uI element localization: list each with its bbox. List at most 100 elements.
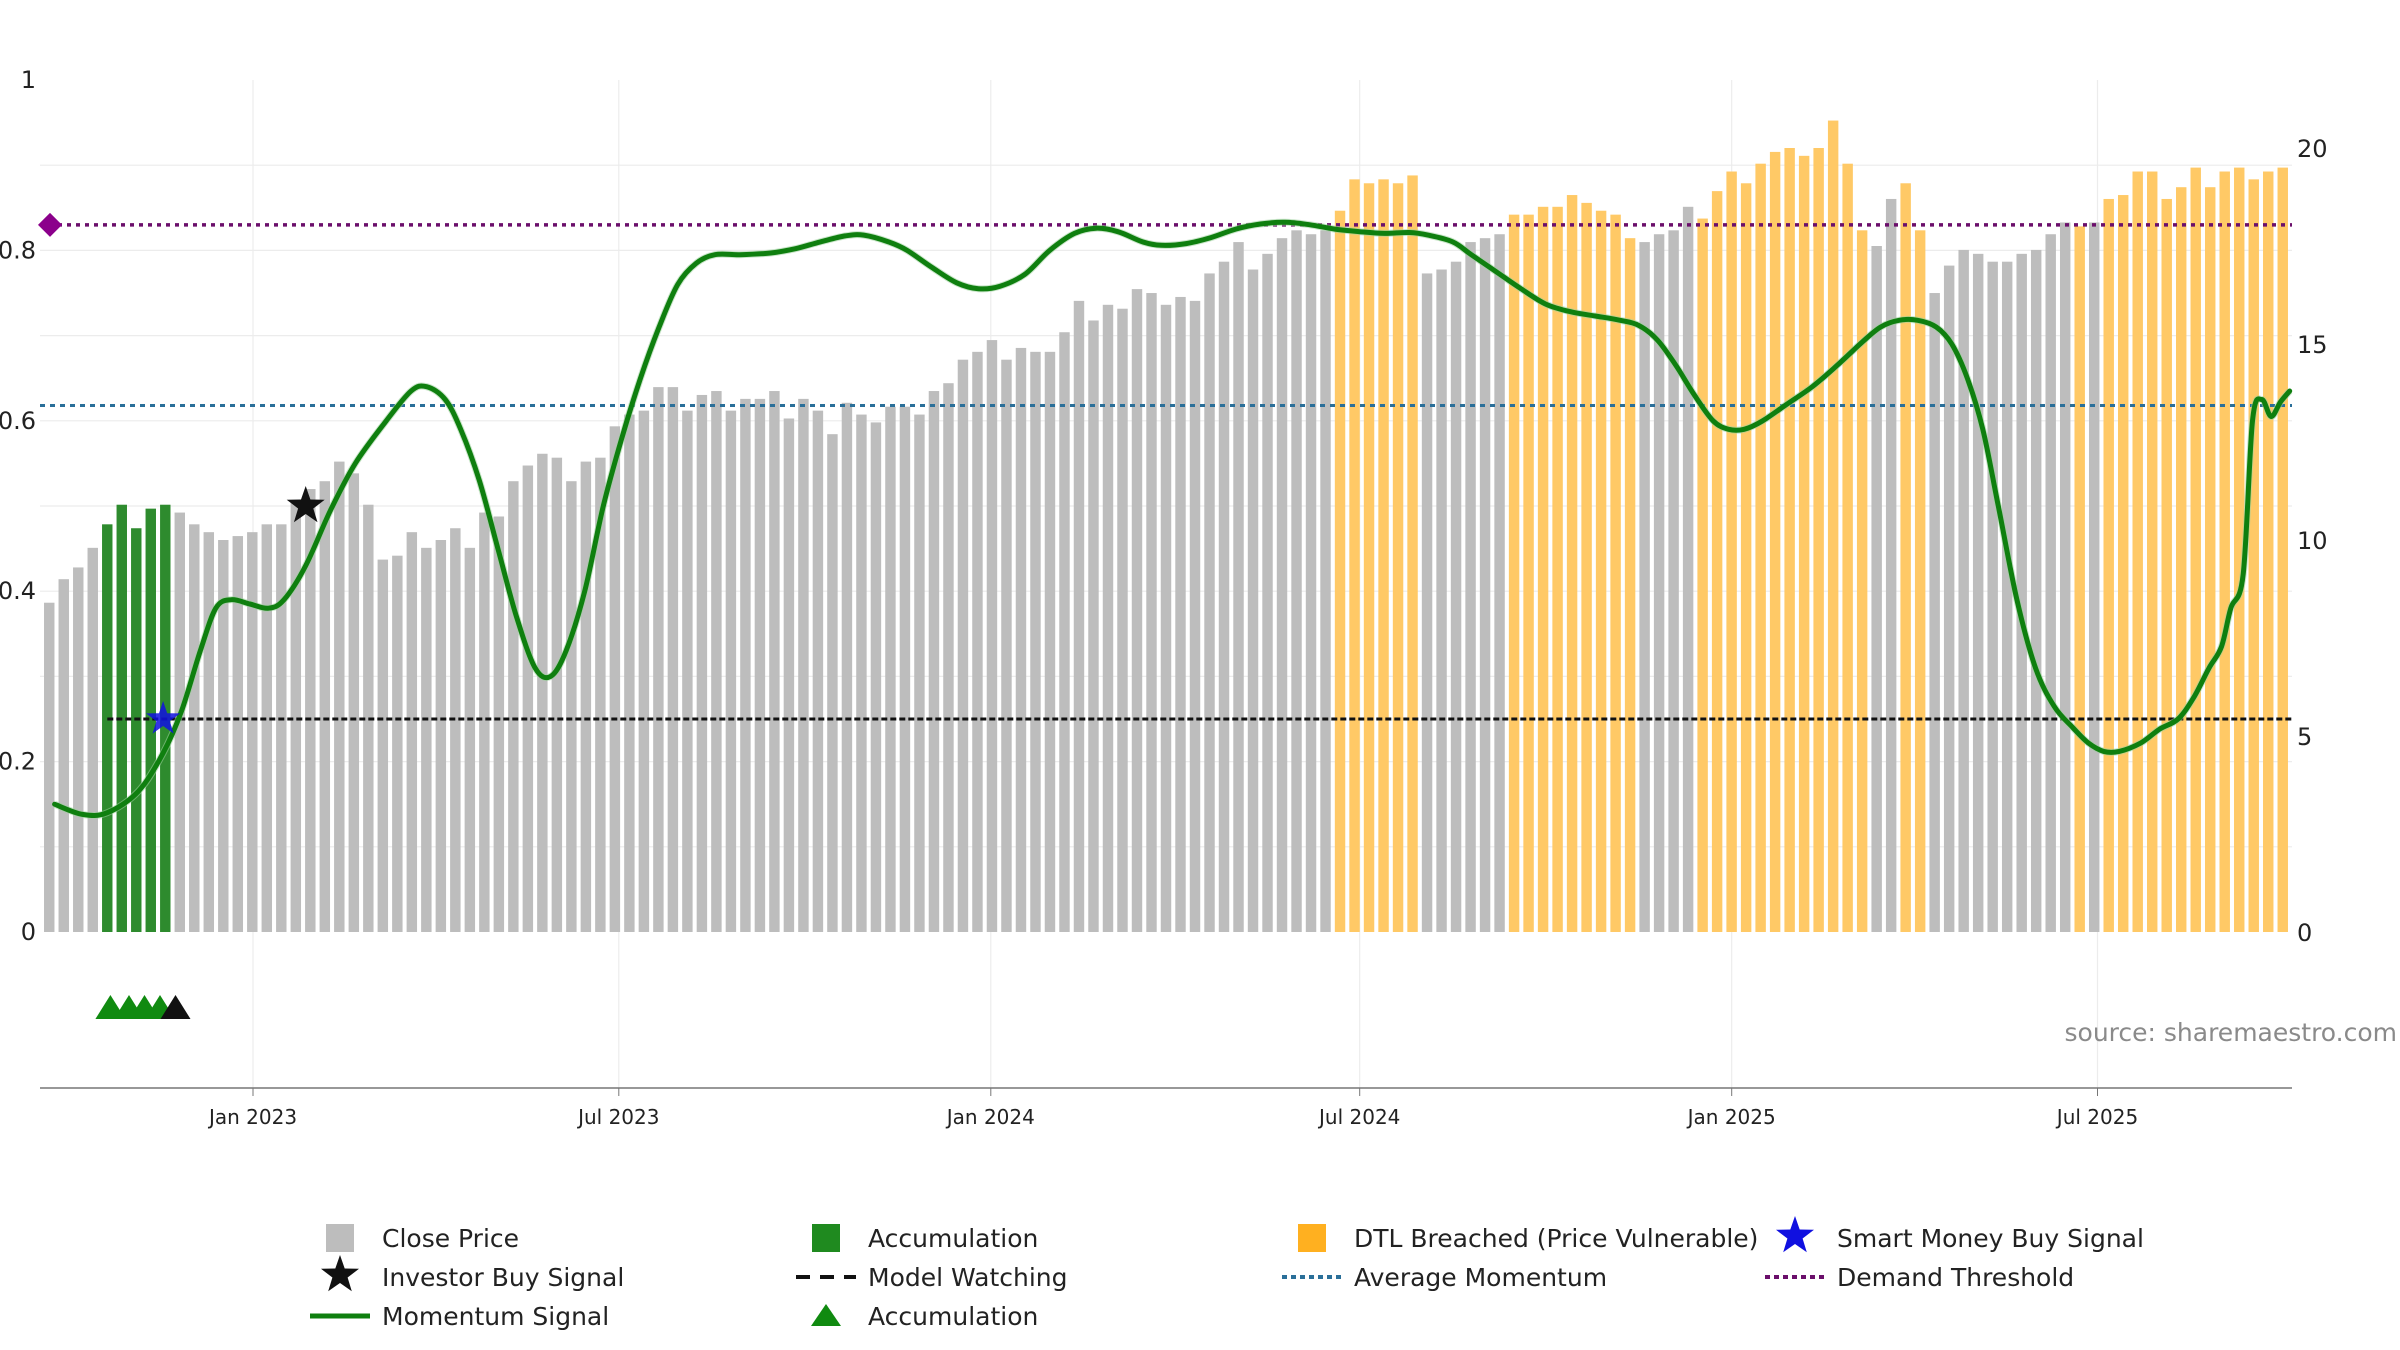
bar-dtl <box>1784 148 1795 932</box>
legend-star-icon <box>321 1255 359 1292</box>
legend-label: Accumulation <box>868 1224 1038 1253</box>
right-tick-label: 5 <box>2297 723 2312 751</box>
bar-dtl <box>2117 195 2129 933</box>
bar-close <box>290 500 302 932</box>
x-tick-label: Jul 2024 <box>1317 1105 1400 1129</box>
left-tick-label: 0.8 <box>0 236 36 264</box>
bar-close <box>392 555 403 932</box>
bar-close <box>1059 332 1070 932</box>
bar-close <box>725 410 737 932</box>
bar-close <box>827 434 838 932</box>
bar-close <box>493 516 505 932</box>
bar-close <box>928 391 940 932</box>
bar-close <box>1044 351 1056 933</box>
bar-close <box>1972 253 1984 933</box>
bar-close <box>1030 351 1041 933</box>
bar-dtl <box>1610 214 1621 932</box>
bar-dtl <box>2132 171 2143 932</box>
x-tick-label: Jan 2024 <box>945 1105 1035 1129</box>
bar-dtl <box>1624 238 1636 932</box>
bar-close <box>972 351 983 933</box>
bar-close <box>551 457 563 932</box>
bar-dtl <box>2205 187 2216 932</box>
bar-close <box>87 547 98 932</box>
legend-label: Accumulation <box>868 1302 1038 1331</box>
bar-close <box>44 602 55 932</box>
bar-close <box>812 410 824 932</box>
bar-close <box>1479 238 1491 932</box>
bar-dtl <box>2074 226 2085 932</box>
bar-close <box>406 532 418 932</box>
bar-close <box>914 414 925 932</box>
bar-close <box>783 418 795 933</box>
legend-item-dtl: DTL Breached (Price Vulnerable) <box>1298 1224 1758 1253</box>
legend-label: Average Momentum <box>1354 1263 1607 1292</box>
bar-close <box>1218 261 1230 932</box>
bar-dtl <box>1581 202 1592 932</box>
right-tick-label: 0 <box>2297 919 2312 947</box>
legend-item-smart_money: Smart Money Buy Signal <box>1776 1216 2144 1253</box>
x-tick-label: Jul 2025 <box>2055 1105 2138 1129</box>
bar-dtl <box>2219 171 2230 932</box>
bar-close <box>986 340 998 933</box>
bar-accumulation <box>102 524 113 932</box>
bar-close <box>1320 230 1331 932</box>
bar-dtl <box>1508 214 1520 932</box>
bar-close <box>1929 293 1940 932</box>
bar-dtl <box>1798 155 1810 933</box>
legend: Close Price Accumulation DTL Breached (Pri… <box>310 1216 2144 1331</box>
momentum-halo <box>53 218 2293 820</box>
bar-close <box>798 398 809 932</box>
legend-item-model_watching: Model Watching <box>796 1263 1068 1292</box>
investor-buy-star <box>286 486 325 523</box>
bar-close <box>348 473 360 932</box>
bar-close <box>1639 242 1650 932</box>
bar-close <box>2059 222 2071 933</box>
left-tick-label: 0 <box>21 918 36 946</box>
legend-label: DTL Breached (Price Vulnerable) <box>1354 1224 1758 1253</box>
bar-close <box>1247 269 1259 932</box>
bar-dtl <box>1769 151 1781 933</box>
bar-close <box>1204 273 1215 932</box>
bar-close <box>856 414 867 932</box>
bar-close <box>754 398 766 932</box>
bar-close <box>1305 234 1317 933</box>
bar-close <box>1015 347 1027 932</box>
legend-item-demand_threshold: Demand Threshold <box>1765 1263 2074 1292</box>
bar-dtl <box>2277 167 2288 933</box>
legend-item-average_momentum: Average Momentum <box>1282 1263 1607 1292</box>
bar-dtl <box>1914 230 1926 932</box>
left-tick-label: 0.6 <box>0 407 36 435</box>
bar-close <box>899 406 911 933</box>
bar-close <box>1885 198 1897 932</box>
bar-close <box>479 512 490 932</box>
bar-close <box>1131 289 1143 932</box>
legend-item-momentum: Momentum Signal <box>310 1302 609 1331</box>
bar-dtl <box>1900 183 1911 932</box>
bar-dtl <box>2161 198 2172 932</box>
bar-close <box>247 532 258 932</box>
bar-close <box>609 426 621 932</box>
bar-close <box>1465 242 1476 932</box>
right-tick-label: 20 <box>2297 135 2328 163</box>
bar-dtl <box>1755 163 1766 932</box>
right-tick-label: 15 <box>2297 331 2328 359</box>
demand-threshold-marker <box>38 212 62 237</box>
bar-close <box>522 465 534 932</box>
legend-label: Smart Money Buy Signal <box>1837 1224 2144 1253</box>
bar-close <box>1668 230 1679 932</box>
bar-close <box>319 481 331 932</box>
bar-dtl <box>2190 167 2201 933</box>
bar-close <box>682 410 693 932</box>
bar-close <box>1682 206 1694 933</box>
bar-close <box>203 532 215 932</box>
bar-close <box>276 524 287 932</box>
bar-dtl <box>1363 183 1375 932</box>
bar-dtl <box>1697 218 1708 932</box>
bar-dtl <box>1349 179 1360 933</box>
momentum-series <box>52 218 2293 820</box>
bar-close <box>2030 249 2042 933</box>
bar-close <box>624 414 635 932</box>
bar-dtl <box>1407 175 1418 932</box>
